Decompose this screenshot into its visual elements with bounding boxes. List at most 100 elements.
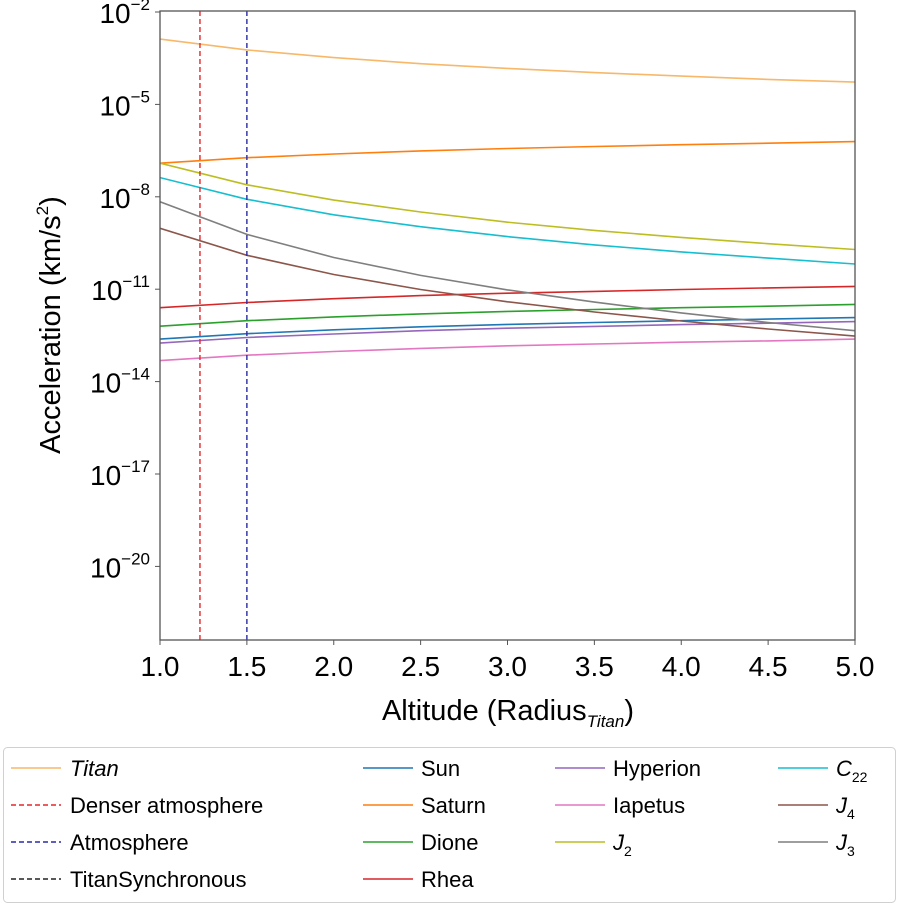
x-tick-label: 3.0 — [488, 651, 527, 682]
series-line-hyperion — [160, 320, 855, 344]
legend-label-subscript: 22 — [852, 769, 868, 785]
series-line-iapetus — [160, 338, 855, 362]
y-tick-exponent: −8 — [131, 180, 150, 199]
legend-label: Denser atmosphere — [70, 793, 263, 818]
series-line-dione — [160, 303, 855, 327]
y-tick-label: 10−17 — [90, 457, 150, 491]
series-line-rhea — [160, 285, 855, 309]
legend-label-text: J — [835, 793, 848, 818]
legend-frame — [3, 747, 896, 903]
y-tick-label: 10−5 — [99, 87, 150, 121]
legend-item-rhea: Rhea — [363, 867, 474, 892]
x-axis-label-sub: Titan — [587, 712, 625, 731]
legend-label: Atmosphere — [70, 830, 189, 855]
legend-item-hyperion: Hyperion — [555, 756, 701, 781]
legend-label-text: Denser atmosphere — [70, 793, 263, 818]
series-line-j4 — [160, 227, 855, 337]
y-tick-base: 10 — [91, 275, 122, 306]
y-tick-base: 10 — [99, 183, 130, 214]
y-tick-base: 10 — [90, 460, 121, 491]
legend-label-text: Sun — [421, 756, 460, 781]
legend-label-text: TitanSynchronous — [70, 867, 247, 892]
legend-label: Sun — [421, 756, 460, 781]
legend-item-c22: C22 — [778, 756, 868, 785]
legend-label: J4 — [835, 793, 855, 822]
y-tick-label: 10−8 — [99, 180, 150, 214]
legend-label-subscript: 3 — [847, 843, 855, 859]
series-line-j2 — [160, 162, 855, 251]
legend-label-subscript: 4 — [847, 806, 855, 822]
y-tick-base: 10 — [99, 90, 130, 121]
x-axis-label-close: ) — [624, 695, 634, 727]
plot-area — [160, 11, 855, 640]
legend-label: Rhea — [421, 867, 474, 892]
legend: Titan Denser atmosphere Atmosphere TitanSyn… — [3, 747, 896, 903]
legend-item-j3: J3 — [778, 830, 855, 859]
x-axis-label: Altitude (RadiusTitan) — [382, 695, 634, 731]
series-line-c22 — [160, 176, 855, 265]
legend-item-sun: Sun — [363, 756, 460, 781]
legend-item-iapetus: Iapetus — [555, 793, 685, 818]
y-tick-exponent: −11 — [122, 272, 150, 291]
legend-label-text: Rhea — [421, 867, 474, 892]
legend-label: C22 — [836, 756, 868, 785]
legend-item-saturn: Saturn — [363, 793, 486, 818]
series-line-j3 — [160, 201, 855, 332]
legend-label-text: Titan — [70, 756, 119, 781]
legend-label: J2 — [612, 830, 632, 859]
x-axis-label-main: Altitude (Radius — [382, 695, 587, 727]
x-tick-label: 4.0 — [662, 651, 701, 682]
legend-label-text: Iapetus — [613, 793, 685, 818]
legend-label-text: C — [836, 756, 852, 781]
legend-label: Dione — [421, 830, 478, 855]
legend-item-dione: Dione — [363, 830, 478, 855]
legend-label-text: Hyperion — [613, 756, 701, 781]
legend-item-j4: J4 — [778, 793, 855, 822]
legend-label-text: J — [835, 830, 848, 855]
series-line-titan — [160, 38, 855, 83]
legend-item-titansynchronous: TitanSynchronous — [11, 867, 247, 892]
legend-label: TitanSynchronous — [70, 867, 247, 892]
y-axis-label-sup: 2 — [33, 206, 52, 215]
legend-label-text: Saturn — [421, 793, 486, 818]
y-tick-label: 10−20 — [90, 549, 150, 583]
y-tick-exponent: −2 — [131, 0, 150, 14]
y-axis-label-close: ) — [35, 196, 67, 206]
legend-label: Iapetus — [613, 793, 685, 818]
y-tick-exponent: −14 — [121, 365, 150, 384]
y-tick-base: 10 — [99, 0, 130, 29]
y-axis-label-main: Acceleration (km/s — [35, 215, 67, 454]
x-tick-label: 2.5 — [401, 651, 440, 682]
y-tick-label: 10−2 — [99, 0, 150, 29]
x-tick-label: 4.5 — [749, 651, 788, 682]
legend-label: J3 — [835, 830, 855, 859]
legend-item-j2: J2 — [555, 830, 632, 859]
legend-label: Saturn — [421, 793, 486, 818]
y-tick-base: 10 — [90, 552, 121, 583]
x-tick-label: 3.5 — [575, 651, 614, 682]
y-tick-exponent: −5 — [131, 87, 150, 106]
legend-label-text: Atmosphere — [70, 830, 189, 855]
y-tick-label: 10−14 — [90, 365, 150, 399]
legend-label: Hyperion — [613, 756, 701, 781]
legend-label-text: J — [612, 830, 625, 855]
legend-label-text: Dione — [421, 830, 478, 855]
x-tick-label: 1.5 — [227, 651, 266, 682]
legend-label: Titan — [70, 756, 119, 781]
x-tick-label: 2.0 — [314, 651, 353, 682]
axes-frame — [159, 10, 856, 641]
legend-item-atmosphere: Atmosphere — [11, 830, 189, 855]
series-line-saturn — [160, 140, 855, 164]
legend-item-denser-atmosphere: Denser atmosphere — [11, 793, 263, 818]
x-tick-label: 1.0 — [141, 651, 180, 682]
axes: 1.0 1.5 2.0 2.5 3.0 3.5 4.0 4.5 5.010−210−510−81… — [90, 0, 874, 682]
x-tick-label: 5.0 — [836, 651, 875, 682]
legend-item-titan: Titan — [11, 756, 119, 781]
y-tick-label: 10−11 — [91, 272, 150, 306]
y-tick-exponent: −17 — [121, 457, 150, 476]
y-axis-label: Acceleration (km/s2) — [33, 196, 67, 454]
y-tick-base: 10 — [90, 368, 121, 399]
y-tick-exponent: −20 — [121, 549, 150, 568]
legend-label-subscript: 2 — [624, 843, 632, 859]
